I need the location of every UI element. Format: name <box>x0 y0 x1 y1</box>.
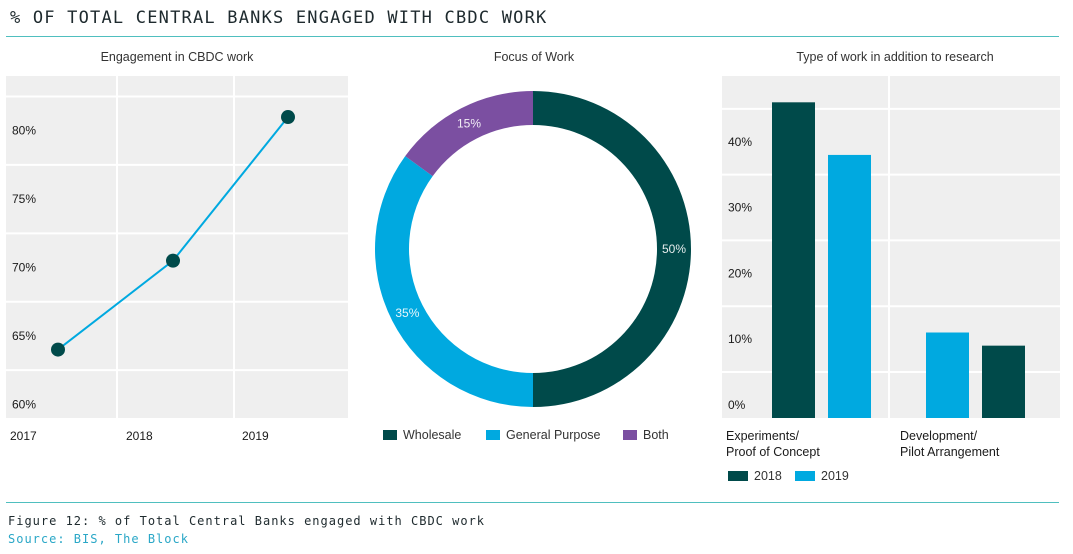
bar <box>772 102 815 419</box>
line-plot-background <box>6 76 348 418</box>
bar <box>982 345 1025 418</box>
donut-slice <box>405 91 533 177</box>
figure-caption: Figure 12: % of Total Central Banks enga… <box>8 514 486 528</box>
line-x-tick-label: 2017 <box>10 429 37 443</box>
line-y-tick-label: 65% <box>12 329 36 343</box>
bar-y-tick-label: 10% <box>728 332 752 346</box>
legend-label: Both <box>643 428 669 442</box>
donut-value-label: 15% <box>457 116 481 130</box>
line-point <box>51 342 65 357</box>
legend-label: 2018 <box>754 469 782 483</box>
donut-value-label: 50% <box>662 242 686 256</box>
line-y-tick-label: 75% <box>12 192 36 206</box>
bar-category-label: Development/ Pilot Arrangement <box>900 429 1000 459</box>
legend-swatch <box>486 430 500 440</box>
source-note: Source: BIS, The Block <box>8 532 189 546</box>
line-x-tick-label: 2018 <box>126 429 153 443</box>
bar <box>926 332 969 418</box>
page-title: % OF TOTAL CENTRAL BANKS ENGAGED WITH CB… <box>10 8 548 28</box>
line-y-tick-label: 80% <box>12 124 36 138</box>
legend-label: General Purpose <box>506 428 601 442</box>
bar-y-tick-label: 0% <box>728 398 746 412</box>
bar-y-tick-label: 20% <box>728 266 752 280</box>
legend-swatch <box>728 471 748 481</box>
line-chart-title: Engagement in CBDC work <box>100 50 254 64</box>
donut-legend-item: Wholesale <box>383 428 461 442</box>
line-y-tick-label: 70% <box>12 261 36 275</box>
line-x-tick-label: 2019 <box>242 429 269 443</box>
footer-divider <box>6 502 1059 503</box>
donut-chart-title: Focus of Work <box>493 50 575 64</box>
donut-legend-item: General Purpose <box>486 428 601 442</box>
donut-slice <box>375 156 533 407</box>
bar-y-tick-label: 30% <box>728 201 752 215</box>
bar-legend-item: 2018 <box>728 469 782 483</box>
bar-y-tick-label: 40% <box>728 135 752 149</box>
legend-label: 2019 <box>821 469 849 483</box>
bar-legend-item: 2019 <box>795 469 849 483</box>
line-point <box>166 253 180 268</box>
legend-swatch <box>623 430 637 440</box>
bar-chart-title: Type of work in addition to research <box>796 50 994 64</box>
title-divider <box>6 36 1059 37</box>
legend-swatch <box>795 471 815 481</box>
bar <box>828 154 871 418</box>
donut-legend-item: Both <box>623 428 669 442</box>
line-y-tick-label: 60% <box>12 397 36 411</box>
line-point <box>281 110 295 125</box>
legend-swatch <box>383 430 397 440</box>
donut-slice <box>533 91 691 407</box>
legend-label: Wholesale <box>403 428 462 442</box>
bar-category-label: Experiments/ Proof of Concept <box>726 429 820 459</box>
donut-value-label: 35% <box>395 306 419 320</box>
